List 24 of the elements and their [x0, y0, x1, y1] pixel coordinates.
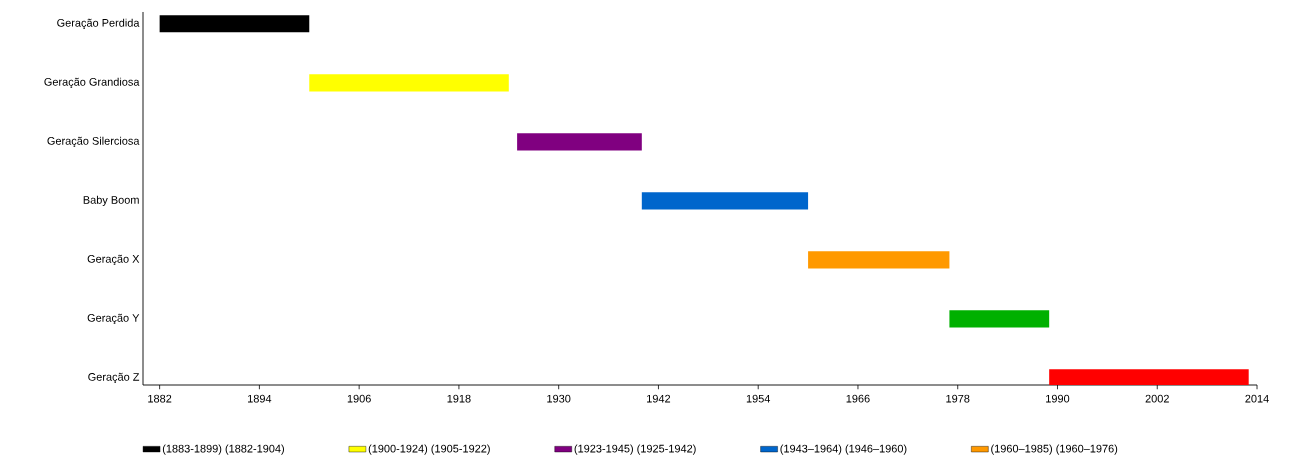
- y-tick-label: Geração Perdida: [57, 18, 140, 29]
- x-tick-label: 1966: [846, 394, 870, 403]
- legend-label: (1900-1924) (1905-1922): [368, 444, 490, 455]
- y-tick-label: Geração Y: [87, 313, 140, 324]
- x-tick-label: 1930: [547, 394, 571, 403]
- x-tick-label: 1894: [248, 394, 272, 403]
- y-tick-label: Geração Grandiosa: [44, 77, 140, 88]
- legend-label: (1960–1985) (1960–1976): [991, 444, 1118, 455]
- x-tick-label: 1942: [647, 394, 671, 403]
- x-tick-label: 1978: [946, 394, 970, 403]
- x-tick-label: 1918: [447, 394, 471, 403]
- legend-label: (1883-1899) (1882-1904): [162, 444, 284, 455]
- y-tick-label: Geração Silerciosa: [47, 136, 140, 147]
- x-tick-label: 2002: [1145, 394, 1169, 403]
- legend-label: (1943–1964) (1946–1960): [780, 444, 907, 455]
- x-tick-label: 2014: [1245, 394, 1269, 403]
- x-tick-label: 1906: [347, 394, 371, 403]
- x-tick-label: 1882: [148, 394, 172, 403]
- y-tick-label: Geração X: [87, 254, 140, 265]
- y-tick-label: Geração Z: [88, 372, 140, 384]
- x-tick-label: 1954: [746, 394, 771, 403]
- y-tick-label: Baby Boom: [83, 195, 139, 206]
- legend-label: (1923-1945) (1925-1942): [574, 444, 696, 455]
- x-tick-label: 1990: [1046, 394, 1070, 403]
